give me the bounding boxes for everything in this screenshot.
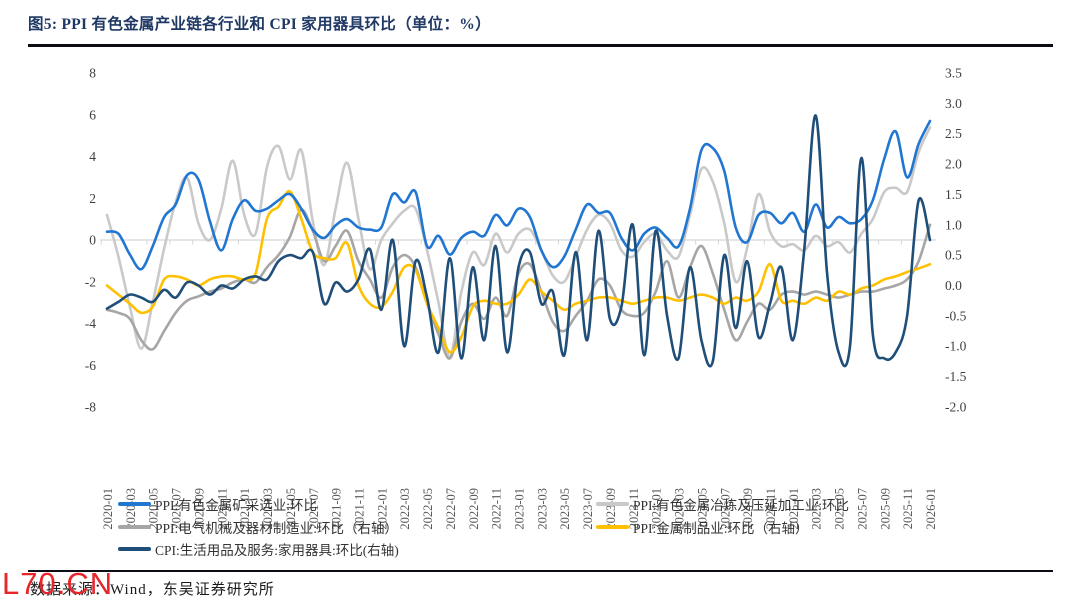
legend-label: PPI:有色金属冶炼及压延加工业:环比 xyxy=(633,498,850,513)
x-axis-tick-label: 2025-03 xyxy=(810,488,824,530)
right-axis-tick-label: 2.0 xyxy=(945,157,962,172)
x-axis-tick-label: 2020-01 xyxy=(101,488,115,530)
x-axis-tick-label: 2021-05 xyxy=(284,488,298,530)
legend-label: CPI:生活用品及服务:家用器具:环比(右轴) xyxy=(155,543,399,558)
series-line-1 xyxy=(105,126,932,359)
x-axis-tick-label: 2025-05 xyxy=(833,488,847,530)
legend-swatch-icon xyxy=(596,502,629,506)
left-axis-tick-label: 8 xyxy=(89,66,96,81)
x-axis-tick-label: 2024-01 xyxy=(650,488,664,530)
right-axis-tick-label: -0.5 xyxy=(945,308,967,323)
x-axis-tick-label: 2021-07 xyxy=(307,488,321,530)
x-axis-tick-label: 2023-03 xyxy=(535,488,549,530)
x-axis-tick-label: 2025-11 xyxy=(901,488,915,529)
data-source-note: 数据来源：Wind，东吴证券研究所 xyxy=(30,582,275,598)
left-axis-tick-label: 6 xyxy=(89,107,96,122)
x-axis-tick-label: 2023-05 xyxy=(558,488,572,530)
legend-label: PPI:电气机械及器材制造业:环比（右轴） xyxy=(155,521,399,536)
right-axis-tick-label: 0.0 xyxy=(945,278,962,293)
title-divider xyxy=(28,44,1053,47)
right-axis-tick-label: 1.0 xyxy=(945,217,962,232)
series-line-4 xyxy=(105,114,932,368)
legend-swatch-icon xyxy=(118,502,151,506)
x-axis-tick-label: 2022-11 xyxy=(490,488,504,529)
x-axis-tick-label: 2023-11 xyxy=(627,488,641,529)
right-axis-tick-label: 3.5 xyxy=(945,66,962,81)
x-axis-tick-label: 2023-07 xyxy=(581,488,595,530)
right-axis-tick-label: 1.5 xyxy=(945,187,962,202)
left-axis-tick-label: 0 xyxy=(89,233,96,248)
legend-label: PPI:金属制品业:环比（右轴） xyxy=(633,521,809,536)
left-axis-tick-label: 2 xyxy=(89,191,96,206)
right-axis-tick-label: -1.0 xyxy=(945,339,967,354)
x-axis-tick-label: 2020-11 xyxy=(215,488,229,529)
x-axis-tick-label: 2021-11 xyxy=(353,488,367,529)
x-axis-tick-label: 2022-09 xyxy=(467,488,481,530)
x-axis-tick-label: 2026-01 xyxy=(924,488,938,530)
right-axis-tick-label: 3.0 xyxy=(945,96,962,111)
x-axis-tick-label: 2020-07 xyxy=(170,488,184,530)
right-axis-tick-label: -1.5 xyxy=(945,369,967,384)
x-axis-tick-label: 2022-05 xyxy=(421,488,435,530)
x-axis-tick-label: 2024-05 xyxy=(695,488,709,530)
x-axis-tick-label: 2020-09 xyxy=(192,488,206,530)
legend-label: PPI:有色金属矿采选业:环比 xyxy=(155,498,318,513)
x-axis-tick-label: 2024-03 xyxy=(673,488,687,530)
left-axis-tick-label: 4 xyxy=(89,149,96,164)
x-axis-tick-label: 2020-03 xyxy=(124,488,138,530)
legend-item: PPI:有色金属冶炼及压延加工业:环比 xyxy=(596,495,849,513)
x-axis-tick-label: 2024-07 xyxy=(718,488,732,530)
legend-item: PPI:有色金属矿采选业:环比 xyxy=(118,495,317,513)
legend-swatch-icon xyxy=(118,525,151,529)
right-axis-tick-label: 2.5 xyxy=(945,126,962,141)
legend-item: PPI:金属制品业:环比（右轴） xyxy=(596,518,809,536)
x-axis-tick-label: 2022-07 xyxy=(444,488,458,530)
legend-item: CPI:生活用品及服务:家用器具:环比(右轴) xyxy=(118,540,399,558)
series-line-0 xyxy=(105,119,932,271)
legend-swatch-icon xyxy=(118,547,151,551)
left-axis-tick-label: -8 xyxy=(85,400,96,415)
x-axis-tick-label: 2023-09 xyxy=(604,488,618,530)
x-axis-tick-label: 2020-05 xyxy=(147,488,161,530)
x-axis-tick-label: 2023-01 xyxy=(513,488,527,530)
chart-title: 图5: PPI 有色金属产业链各行业和 CPI 家用器具环比（单位：%） xyxy=(28,16,491,33)
right-axis-tick-label: -2.0 xyxy=(945,400,967,415)
x-axis-tick-label: 2022-03 xyxy=(398,488,412,530)
x-axis-tick-label: 2025-01 xyxy=(787,488,801,530)
watermark-text: L70.CN xyxy=(2,566,114,601)
x-axis-tick-label: 2024-09 xyxy=(741,488,755,530)
legend-swatch-icon xyxy=(596,525,629,529)
right-axis-tick-label: 0.5 xyxy=(945,248,962,263)
x-axis-tick-label: 2024-11 xyxy=(764,488,778,529)
left-axis-tick-label: -2 xyxy=(85,274,96,289)
x-axis-tick-label: 2021-03 xyxy=(261,488,275,530)
left-axis-tick-label: -6 xyxy=(85,358,96,373)
x-axis-tick-label: 2025-07 xyxy=(855,488,869,530)
left-axis-tick-label: -4 xyxy=(85,316,96,331)
legend-item: PPI:电气机械及器材制造业:环比（右轴） xyxy=(118,518,398,536)
footer-divider xyxy=(28,570,1053,572)
x-axis-tick-label: 2021-01 xyxy=(238,488,252,530)
x-axis-tick-label: 2021-09 xyxy=(330,488,344,530)
x-axis-tick-label: 2025-09 xyxy=(878,488,892,530)
x-axis-tick-label: 2022-01 xyxy=(375,488,389,530)
